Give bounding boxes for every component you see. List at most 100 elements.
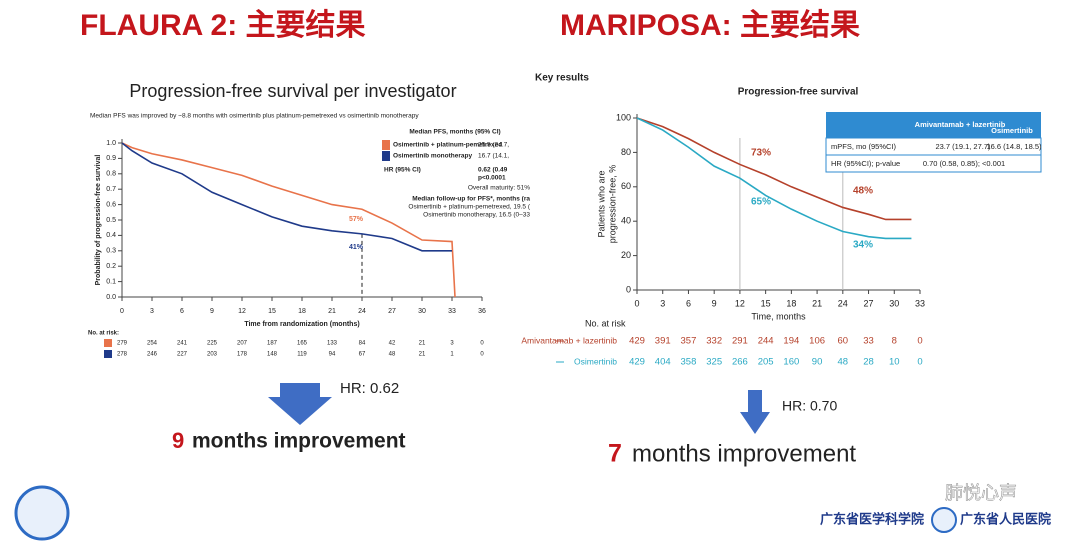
gain-text: months improvement (632, 440, 856, 467)
x-axis-label: Time from randomization (months) (244, 321, 359, 328)
x-tick-label: 27 (388, 308, 396, 315)
x-tick-label: 6 (180, 308, 184, 315)
x-tick-label: 24 (838, 298, 848, 308)
legend-header: Median PFS, months (95% CI) (409, 129, 500, 136)
hr-text: HR: 0.62 (340, 380, 399, 397)
legend-value: 16.7 (14.1, (478, 153, 509, 160)
y-axis-label: Probability of progression-free survival (95, 155, 102, 286)
risk-value: 90 (812, 357, 823, 368)
risk-value: 84 (359, 341, 366, 347)
legend-name: Osimertinib + platinum-pemetrexed (393, 142, 502, 149)
y-tick-label: 0.6 (106, 201, 116, 208)
x-tick-label: 33 (915, 298, 925, 308)
y-tick-label: 20 (621, 250, 631, 260)
risk-value: 194 (783, 336, 799, 347)
risk-value: 10 (889, 357, 900, 368)
risk-value: 278 (117, 352, 128, 358)
right-heading: MARIPOSA: 主要结果 (560, 9, 860, 42)
risk-value: 291 (732, 336, 748, 347)
risk-value: 160 (783, 357, 799, 368)
y-tick-label: 40 (621, 216, 631, 226)
risk-value: 148 (267, 352, 278, 358)
risk-swatch (104, 350, 112, 358)
y-tick-label: 60 (621, 181, 631, 191)
risk-value: 203 (207, 352, 218, 358)
x-tick-label: 6 (686, 298, 691, 308)
arrow (740, 390, 770, 434)
logo (931, 507, 957, 533)
risk-value: 21 (419, 352, 426, 358)
risk-value: 8 (892, 336, 897, 347)
chart-title: Progression-free survival (738, 87, 859, 98)
y-tick-label: 0.4 (106, 232, 116, 239)
x-tick-label: 21 (328, 308, 336, 315)
risk-series-name: Amivantamab + lazertinib (521, 335, 617, 345)
risk-value: 48 (838, 357, 849, 368)
km-curve (121, 142, 456, 298)
gain-number: 9 (172, 428, 184, 453)
risk-value: 429 (629, 336, 645, 347)
risk-value: 227 (177, 352, 188, 358)
risk-value: 60 (838, 336, 849, 347)
table-cell: mPFS, mo (95%CI) (831, 142, 897, 151)
legend-maturity: Overall maturity: 51% (468, 185, 530, 192)
legend-value: 25.5 (24.7, (478, 142, 509, 149)
annotation: 73% (751, 148, 771, 159)
annotation: 34% (853, 240, 873, 251)
risk-value: 94 (329, 352, 336, 358)
risk-value: 0 (917, 336, 922, 347)
y-axis-label: Patients who are (596, 170, 606, 237)
risk-value: 48 (389, 352, 396, 358)
risk-value: 187 (267, 341, 278, 347)
x-tick-label: 15 (268, 308, 276, 315)
y-tick-label: 0.2 (106, 263, 116, 270)
risk-value: 42 (389, 341, 396, 347)
risk-value: 279 (117, 341, 128, 347)
y-tick-label: 0.1 (106, 278, 116, 285)
x-tick-label: 18 (298, 308, 306, 315)
x-tick-label: 12 (735, 298, 745, 308)
x-axis-label: Time, months (751, 311, 806, 321)
x-tick-label: 0 (634, 298, 639, 308)
legend-name: Osimertinib monotherapy (393, 153, 472, 160)
y-tick-label: 100 (616, 112, 631, 122)
annotation: 48% (853, 186, 873, 197)
km-curve (636, 117, 912, 221)
legend-followup: Median follow-up for PFS*, months (ra (412, 196, 530, 203)
risk-value: 106 (809, 336, 825, 347)
table-cell: HR (95%CI); p-value (831, 159, 900, 168)
annotation: 65% (751, 197, 771, 208)
risk-value: 404 (655, 357, 671, 368)
y-tick-label: 0.7 (106, 186, 116, 193)
table-cell: 23.7 (19.1, 27.7) (935, 142, 991, 151)
hr-text: HR: 0.70 (782, 398, 837, 414)
arrow (268, 383, 332, 425)
annotation: 57% (349, 216, 364, 223)
x-tick-label: 15 (761, 298, 771, 308)
risk-value: 241 (177, 341, 188, 347)
y-tick-label: 0.8 (106, 171, 116, 178)
legend-swatch (382, 140, 390, 150)
table-header-bg (826, 112, 1041, 138)
annotation: 41% (349, 244, 364, 251)
x-tick-label: 0 (120, 308, 124, 315)
y-tick-label: 80 (621, 147, 631, 157)
table-cell: 0.70 (0.58, 0.85); <0.001 (923, 159, 1005, 168)
x-tick-label: 24 (358, 308, 366, 315)
risk-value: 21 (419, 341, 426, 347)
risk-value: 67 (359, 352, 366, 358)
risk-value: 205 (758, 357, 774, 368)
risk-value: 165 (297, 341, 308, 347)
risk-value: 246 (147, 352, 158, 358)
x-tick-label: 30 (889, 298, 899, 308)
table-header: Amivantamab + lazertinib (915, 120, 1006, 129)
risk-value: 133 (327, 341, 338, 347)
risk-value: 358 (681, 357, 697, 368)
x-tick-label: 12 (238, 308, 246, 315)
risk-value: 429 (629, 357, 645, 368)
risk-value: 3 (450, 341, 454, 347)
risk-title: No. at risk (585, 318, 626, 328)
legend-hr-label: HR (95% CI) (384, 167, 421, 174)
